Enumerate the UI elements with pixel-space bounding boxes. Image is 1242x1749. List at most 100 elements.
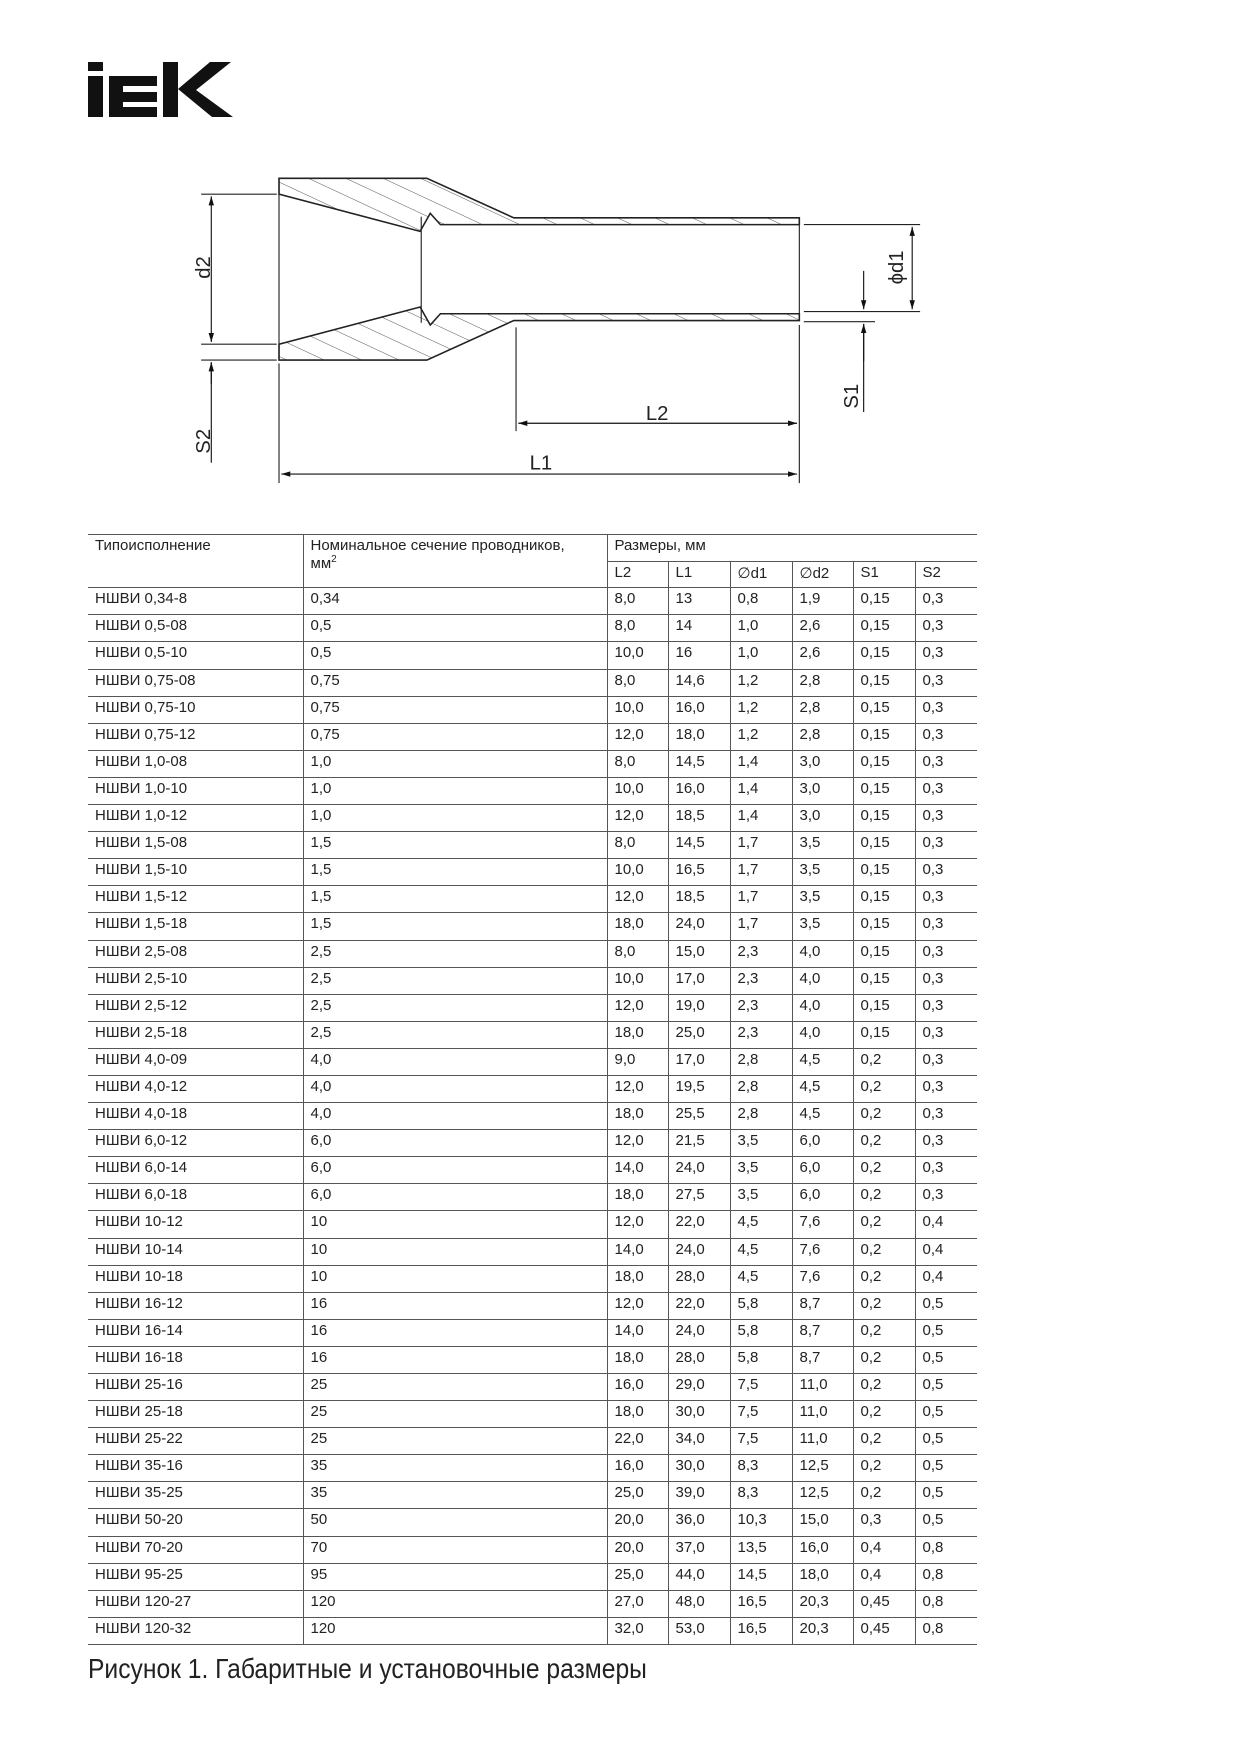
table-cell: 10,0 xyxy=(606,641,668,670)
table-cell: 0,3 xyxy=(914,614,978,643)
table-cell: 0,2 xyxy=(852,1238,915,1266)
table-cell: 34,0 xyxy=(667,1427,730,1456)
table-cell: 8,0 xyxy=(606,750,668,778)
table-row: НШВИ 1,0-08 1,0 8,0 14,5 1,4 3,0 0,15 0,3 xyxy=(88,750,978,778)
table-cell: 0,75 xyxy=(302,669,607,697)
table-cell: 0,15 xyxy=(852,885,915,914)
table-cell: 0,5 xyxy=(914,1508,978,1537)
label-l2: L2 xyxy=(646,403,669,425)
table-cell: 15,0 xyxy=(791,1508,853,1537)
table-cell: 0,3 xyxy=(914,940,978,968)
table-cell: НШВИ 95-25 xyxy=(88,1563,303,1591)
table-cell: 0,2 xyxy=(852,1454,915,1483)
table-cell: 0,2 xyxy=(852,1400,915,1429)
table-cell: 10 xyxy=(302,1265,607,1293)
table-cell: 0,3 xyxy=(914,967,978,995)
table-cell: 50 xyxy=(302,1508,607,1537)
table-cell: НШВИ 2,5-18 xyxy=(88,1021,303,1049)
table-cell: НШВИ 1,0-10 xyxy=(88,777,303,806)
table-cell: 12,0 xyxy=(606,1129,668,1158)
table-cell: 0,8 xyxy=(914,1590,978,1618)
table-cell: 8,7 xyxy=(791,1319,853,1347)
label-d1: ϕd1 xyxy=(886,250,908,284)
table-cell: НШВИ 16-12 xyxy=(88,1292,303,1320)
table-cell: НШВИ 0,5-10 xyxy=(88,641,303,670)
table-cell: 13 xyxy=(667,587,730,616)
table-cell: 39,0 xyxy=(667,1481,730,1510)
table-cell: 2,3 xyxy=(729,940,792,968)
table-cell: НШВИ 0,75-08 xyxy=(88,669,303,697)
dimensions-table: Типоисполнение Номинальное сечение прово… xyxy=(88,533,978,1645)
table-cell: 14,0 xyxy=(606,1156,668,1185)
table-cell: НШВИ 1,5-12 xyxy=(88,885,303,914)
label-l1: L1 xyxy=(530,453,553,475)
table-cell: 70 xyxy=(302,1536,607,1564)
table-cell: 10,0 xyxy=(606,777,668,806)
table-cell: 120 xyxy=(302,1617,607,1645)
table-cell: 1,5 xyxy=(302,831,607,860)
table-cell: 1,0 xyxy=(302,804,607,833)
table-row: НШВИ 95-25 95 25,0 44,0 14,5 18,0 0,4 0,8 xyxy=(88,1563,978,1591)
table-cell: 35 xyxy=(302,1481,607,1510)
table-cell: 1,7 xyxy=(729,831,792,860)
table-cell: 3,5 xyxy=(729,1156,792,1185)
table-cell: 44,0 xyxy=(667,1563,730,1591)
table-cell: 8,7 xyxy=(791,1346,853,1375)
table-cell: 0,3 xyxy=(914,1156,978,1185)
table-cell: 0,4 xyxy=(852,1536,915,1564)
table-cell: 10,0 xyxy=(606,858,668,887)
table-cell: 25,0 xyxy=(606,1481,668,1510)
table-cell: НШВИ 2,5-10 xyxy=(88,967,303,995)
table-cell: 7,5 xyxy=(729,1427,792,1456)
table-cell: НШВИ 25-18 xyxy=(88,1400,303,1429)
table-cell: 2,8 xyxy=(729,1048,792,1076)
table-cell: НШВИ 25-22 xyxy=(88,1427,303,1456)
table-cell: 16 xyxy=(302,1319,607,1347)
table-cell: 1,0 xyxy=(302,750,607,778)
table-cell: 25 xyxy=(302,1373,607,1402)
ferrule-drawing: d2 S2 ϕd1 S1 L2 L1 xyxy=(193,177,921,484)
table-row: НШВИ 6,0-12 6,0 12,0 21,5 3,5 6,0 0,2 0,3 xyxy=(88,1129,978,1158)
table-cell: 0,8 xyxy=(914,1563,978,1591)
table-cell: 0,2 xyxy=(852,1210,915,1239)
table-cell: 3,0 xyxy=(791,777,853,806)
table-cell: НШВИ 4,0-18 xyxy=(88,1102,303,1131)
table-cell: 25,0 xyxy=(667,1021,730,1049)
table-cell: НШВИ 4,0-12 xyxy=(88,1075,303,1104)
table-cell: 8,3 xyxy=(729,1454,792,1483)
table-cell: 4,5 xyxy=(791,1102,853,1131)
header-section: Номинальное сечение проводников, мм2 xyxy=(302,533,607,589)
table-cell: НШВИ 10-12 xyxy=(88,1210,303,1239)
table-cell: 6,0 xyxy=(791,1183,853,1212)
table-row: НШВИ 6,0-14 6,0 14,0 24,0 3,5 6,0 0,2 0,3 xyxy=(88,1156,978,1185)
table-cell: 0,2 xyxy=(852,1129,915,1158)
table-cell: НШВИ 120-27 xyxy=(88,1590,303,1618)
table-row: НШВИ 0,5-08 0,5 8,0 14 1,0 2,6 0,15 0,3 xyxy=(88,614,978,643)
table-cell: 0,5 xyxy=(914,1400,978,1429)
table-row: НШВИ 1,5-18 1,5 18,0 24,0 1,7 3,5 0,15 0,3 xyxy=(88,912,978,941)
table-cell: 0,3 xyxy=(914,1102,978,1131)
table-row: НШВИ 2,5-12 2,5 12,0 19,0 2,3 4,0 0,15 0,3 xyxy=(88,994,978,1022)
table-cell: НШВИ 0,75-12 xyxy=(88,723,303,751)
table-cell: 1,5 xyxy=(302,858,607,887)
table-cell: 0,3 xyxy=(914,641,978,670)
table-cell: 1,5 xyxy=(302,885,607,914)
table-cell: 4,5 xyxy=(729,1238,792,1266)
table-cell: 8,0 xyxy=(606,831,668,860)
table-row: НШВИ 25-18 25 18,0 30,0 7,5 11,0 0,2 0,5 xyxy=(88,1400,978,1429)
table-cell: 0,2 xyxy=(852,1373,915,1402)
table-cell: 18,0 xyxy=(606,1102,668,1131)
table-cell: НШВИ 2,5-08 xyxy=(88,940,303,968)
table-cell: 1,2 xyxy=(729,669,792,697)
table-cell: 10,0 xyxy=(606,967,668,995)
table-cell: 18,0 xyxy=(606,1021,668,1049)
header-col: L1 xyxy=(667,560,730,589)
table-cell: 16,0 xyxy=(791,1536,853,1564)
table-cell: 12,0 xyxy=(606,723,668,751)
table-cell: 14 xyxy=(667,614,730,643)
table-cell: 1,7 xyxy=(729,885,792,914)
table-cell: 0,3 xyxy=(914,1075,978,1104)
table-row: НШВИ 120-32 120 32,0 53,0 16,5 20,3 0,45 0,8 xyxy=(88,1617,978,1645)
table-cell: 4,0 xyxy=(791,1021,853,1049)
table-row: НШВИ 120-27 120 27,0 48,0 16,5 20,3 0,45 0,8 xyxy=(88,1590,978,1618)
